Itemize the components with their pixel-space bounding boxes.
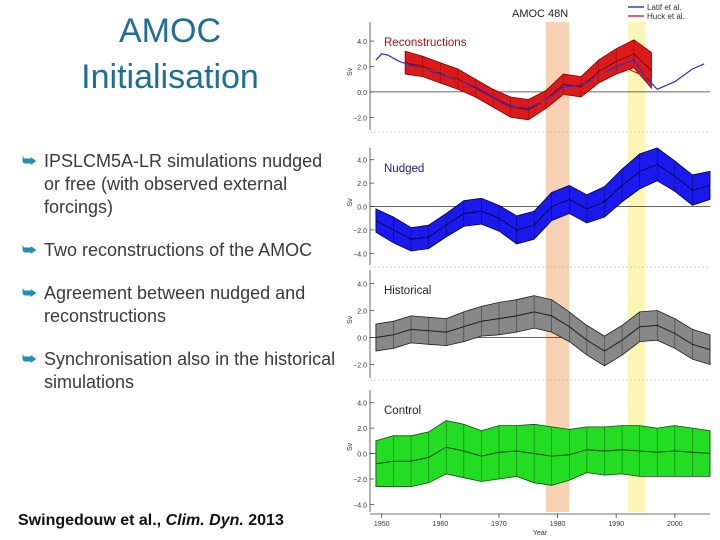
citation-authors: Swingedouw et al., — [18, 512, 166, 529]
panel-label: Historical — [384, 285, 431, 297]
bullet-item: ⮩ Agreement between nudged and reconstruc… — [22, 282, 337, 328]
y-tick-label: −2.0 — [353, 115, 367, 122]
y-tick-label: 0.0 — [357, 452, 367, 459]
y-tick-label: 4.0 — [357, 401, 367, 408]
legend-label: Latif et al. — [647, 3, 682, 12]
panel-label: Reconstructions — [384, 37, 467, 49]
x-tick-label: 1960 — [433, 521, 449, 528]
x-tick-label: 1980 — [550, 521, 566, 528]
y-tick-label: −4.0 — [353, 502, 367, 509]
x-axis-label: Year — [533, 530, 548, 537]
bullet-item: ⮩ IPSLCM5A-LR simulations nudged or free … — [22, 150, 337, 219]
y-axis-label: Sv — [347, 315, 354, 324]
amoc-chart: AMOC 48N Latif et al.Huck et al. 4.0 2.0 0.0… — [347, 3, 711, 537]
bullet-item: ⮩ Two reconstructions of the AMOC — [22, 239, 337, 262]
x-tick-label: 1990 — [608, 521, 624, 528]
y-tick-label: 4.0 — [357, 39, 367, 46]
y-tick-label: 2.0 — [357, 64, 367, 71]
y-tick-label: 2.0 — [357, 309, 367, 316]
ensemble-mean-line — [375, 311, 711, 352]
reconstruction-line — [405, 63, 652, 110]
bullet-text: Agreement between nudged and reconstruct… — [44, 283, 306, 326]
bullet-arrow-icon: ⮩ — [22, 351, 37, 368]
ensemble-band — [375, 420, 711, 487]
ensemble-band — [375, 147, 711, 252]
x-tick-label: 1970 — [491, 521, 507, 528]
y-axis-label: Sv — [347, 442, 354, 451]
highlight-band — [545, 22, 570, 512]
slide-title: AMOC Initialisation — [0, 8, 340, 100]
bullet-arrow-icon: ⮩ — [22, 285, 37, 302]
ensemble-mean-line — [375, 446, 711, 465]
y-tick-label: −2.0 — [353, 477, 367, 484]
bullet-item: ⮩ Synchronisation also in the historical … — [22, 348, 337, 394]
legend-label: Huck et al. — [647, 12, 685, 21]
title-line-2: Initialisation — [81, 58, 259, 96]
y-tick-label: 0.0 — [357, 90, 367, 97]
highlight-band — [627, 22, 646, 512]
reconstruction-line — [375, 53, 705, 110]
panel-label: Control — [384, 405, 421, 417]
x-tick-label: 1950 — [374, 521, 390, 528]
y-tick-label: 2.0 — [357, 181, 367, 188]
y-tick-label: −2.0 — [353, 363, 367, 370]
bullet-arrow-icon: ⮩ — [22, 242, 37, 259]
chart-title: AMOC 48N — [512, 8, 568, 20]
y-axis-label: Sv — [347, 198, 354, 207]
y-tick-label: 4.0 — [357, 158, 367, 165]
x-tick-label: 2000 — [667, 521, 683, 528]
bullet-list: ⮩ IPSLCM5A-LR simulations nudged or free … — [22, 150, 337, 414]
y-tick-label: −4.0 — [353, 251, 367, 258]
y-tick-label: 4.0 — [357, 282, 367, 289]
y-tick-label: 0.0 — [357, 336, 367, 343]
citation-year: 2013 — [243, 512, 284, 529]
bullet-text: IPSLCM5A-LR simulations nudged or free (… — [44, 151, 323, 217]
bullet-arrow-icon: ⮩ — [22, 153, 37, 170]
citation: Swingedouw et al., Clim. Dyn. 2013 — [18, 512, 284, 530]
panel-label: Nudged — [384, 163, 424, 175]
y-axis-label: Sv — [347, 67, 354, 76]
ensemble-mean-line — [375, 163, 711, 240]
bullet-text: Two reconstructions of the AMOC — [44, 240, 313, 260]
y-tick-label: 2.0 — [357, 426, 367, 433]
y-tick-label: −2.0 — [353, 228, 367, 235]
bullet-text: Synchronisation also in the historical s… — [44, 349, 336, 392]
amoc-figure: AMOC 48N Latif et al. Huck et al. 4.0 2.0 0.0… — [340, 0, 720, 540]
y-tick-label: 0.0 — [357, 205, 367, 212]
citation-journal: Clim. Dyn. — [165, 512, 244, 529]
title-line-1: AMOC — [119, 12, 221, 50]
